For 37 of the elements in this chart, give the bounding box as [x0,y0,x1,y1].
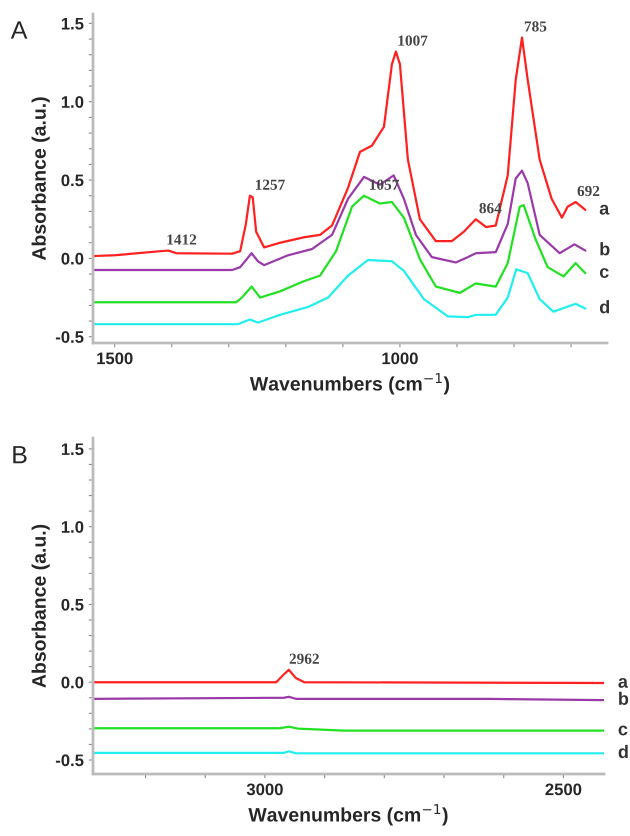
y-tick-label: 0.5 [61,174,84,186]
series-label: b [619,692,628,705]
annotation: 2962 [290,654,319,664]
y-tick-label: 0.5 [61,598,84,611]
y-tick-label: 1.0 [62,96,84,108]
series-label: d [600,300,610,314]
line-series [93,258,586,326]
y-tick-label: -0.5 [56,754,84,766]
x-tick-label: 2500 [545,783,582,796]
y-tick-label: 0.0 [61,676,84,688]
y-tick-label: 1.0 [62,521,84,533]
annotation: 785 [524,21,546,32]
chart-title: A [10,21,28,39]
y-tick-label: 1.5 [62,18,84,30]
annotation: 1412 [167,234,196,245]
x-axis-title: Wavenumbers (cm$^{−1}$) [248,804,448,826]
annotation: 692 [578,186,600,196]
series-label: b [600,242,610,256]
series-label: d [618,744,628,758]
x-axis-title: Wavenumbers (cm$^{−1}$) [250,373,450,395]
chart-title: B [13,446,27,464]
x-tick-label: 1000 [382,352,418,364]
y-tick-label: -0.5 [56,331,84,343]
series-label: a [618,678,628,688]
line-series [93,668,604,684]
x-tick-label: 3000 [246,783,283,796]
y-axis-title: Absorbance (a.u.) [32,97,50,260]
annotation: 1257 [256,180,285,190]
annotation: 1007 [398,35,428,46]
line-series [93,194,586,304]
y-tick-label: 1.5 [62,443,84,456]
series-label: c [600,268,609,278]
x-tick-label: 1500 [97,352,133,364]
y-axis-title: Absorbance (a.u.) [32,524,50,688]
y-tick-label: 0.0 [61,252,84,265]
series-label: c [618,726,628,736]
series-label: a [600,204,610,215]
